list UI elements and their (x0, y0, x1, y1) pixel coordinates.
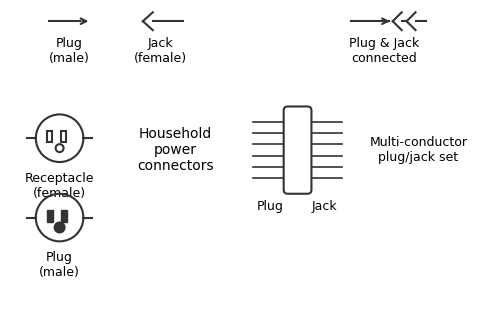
Text: Plug
(male): Plug (male) (39, 251, 80, 279)
Text: Plug & Jack
connected: Plug & Jack connected (349, 37, 419, 65)
Circle shape (56, 144, 64, 152)
Bar (61, 131, 66, 142)
Text: Multi-conductor
plug/jack set: Multi-conductor plug/jack set (370, 136, 467, 164)
Text: Plug
(male): Plug (male) (49, 37, 90, 65)
Text: Plug: Plug (257, 200, 284, 213)
Bar (47, 210, 53, 221)
Text: Jack
(female): Jack (female) (134, 37, 187, 65)
Text: Household
power
connectors: Household power connectors (137, 127, 214, 173)
Circle shape (55, 222, 65, 233)
Text: Jack: Jack (312, 200, 338, 213)
Bar (61, 210, 67, 221)
Bar (47, 131, 52, 142)
Text: Receptacle
(female): Receptacle (female) (25, 172, 94, 200)
FancyBboxPatch shape (283, 107, 312, 194)
